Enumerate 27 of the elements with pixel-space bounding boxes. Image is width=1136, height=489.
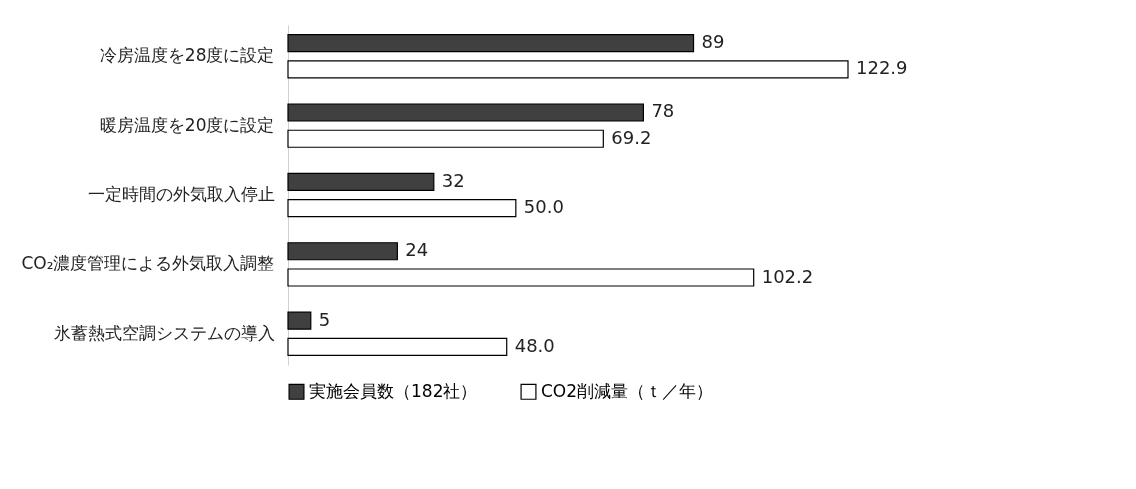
bar bbox=[287, 311, 312, 330]
y-tick-label: 氷蓄熱式空調システムの導入 bbox=[53, 322, 275, 343]
bar bbox=[287, 337, 508, 356]
data-label: 24 bbox=[405, 239, 429, 261]
data-label: 102.2 bbox=[761, 265, 814, 287]
y-tick-label: 冷房温度を28度に設定 bbox=[99, 45, 275, 66]
data-label: 50.0 bbox=[523, 196, 564, 218]
legend-label: 実施会員数（182社） bbox=[309, 380, 478, 401]
bar bbox=[287, 34, 695, 53]
bar bbox=[287, 103, 645, 122]
bar bbox=[287, 60, 849, 79]
bar bbox=[287, 199, 517, 218]
bar bbox=[287, 129, 604, 148]
bar bbox=[287, 172, 435, 191]
data-label: 5 bbox=[318, 308, 331, 330]
y-tick-label: 一定時間の外気取入停止 bbox=[87, 184, 275, 204]
data-label: 122.9 bbox=[856, 57, 908, 79]
bar bbox=[287, 242, 398, 261]
bar bbox=[287, 268, 755, 287]
y-tick-label: 暖房温度を20度に設定 bbox=[99, 114, 275, 135]
data-label: 89 bbox=[701, 31, 725, 53]
data-label: 32 bbox=[441, 169, 465, 191]
legend-label: CO2削減量（ｔ／年） bbox=[541, 380, 714, 401]
data-label: 69.2 bbox=[611, 126, 652, 148]
y-tick-label: CO₂濃度管理による外気取入調整 bbox=[21, 253, 275, 274]
data-label: 78 bbox=[651, 100, 675, 122]
data-label: 48.0 bbox=[514, 334, 555, 356]
